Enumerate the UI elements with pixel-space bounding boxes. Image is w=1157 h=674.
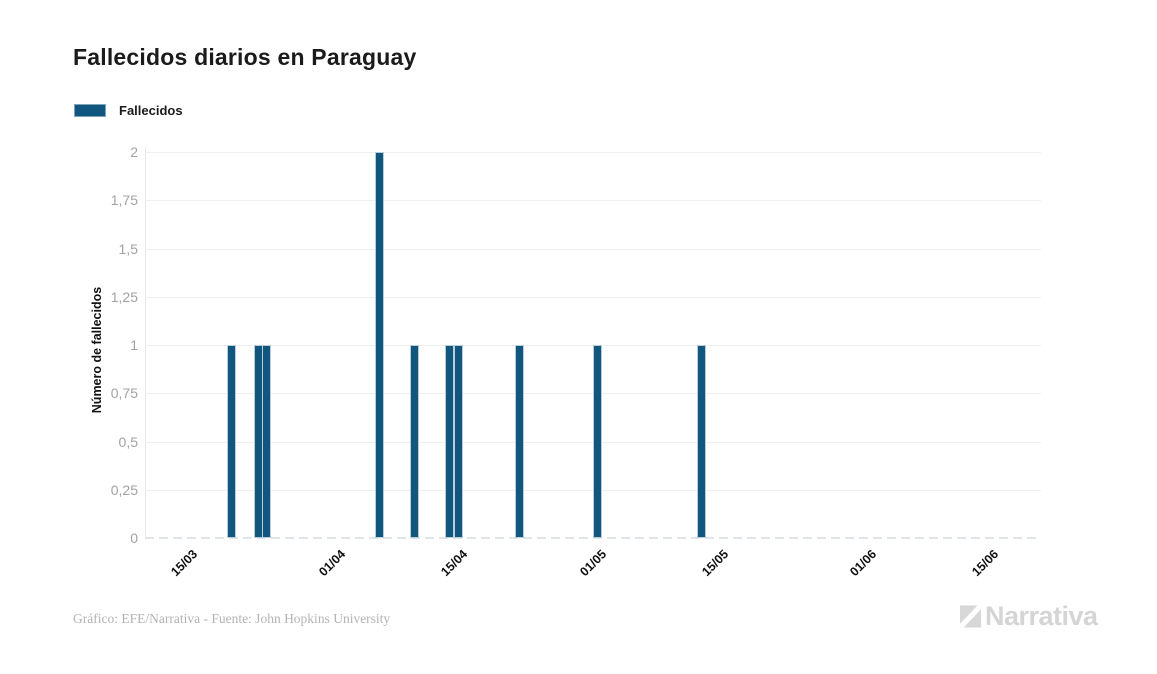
legend-label: Fallecidos bbox=[119, 103, 183, 118]
x-tick-label: 01/06 bbox=[846, 547, 879, 580]
x-tick-label: 01/04 bbox=[316, 547, 349, 580]
bar-fallecidos-15-04[interactable] bbox=[453, 345, 463, 538]
legend-swatch-icon bbox=[74, 104, 106, 117]
y-tick-label: 0,25 bbox=[110, 481, 138, 498]
gridline bbox=[145, 152, 1041, 153]
bar-fallecidos-01-05[interactable] bbox=[592, 345, 602, 538]
x-tick-label: 15/06 bbox=[968, 547, 1001, 580]
y-tick-label: 1,5 bbox=[118, 240, 138, 257]
x-tick-label: 15/03 bbox=[168, 547, 201, 580]
bar-fallecidos-06-04[interactable] bbox=[375, 152, 385, 538]
y-tick-label: 0,75 bbox=[110, 385, 138, 402]
bar-fallecidos-23-03[interactable] bbox=[253, 345, 263, 538]
bar-fallecidos-14-04[interactable] bbox=[444, 345, 454, 538]
y-tick-label: 0,5 bbox=[118, 433, 138, 450]
chart-title: Fallecidos diarios en Paraguay bbox=[73, 44, 417, 70]
gridline bbox=[145, 296, 1041, 298]
y-tick-label: 2 bbox=[130, 144, 138, 160]
narrativa-n-icon bbox=[960, 605, 982, 628]
x-tick-label: 15/05 bbox=[699, 547, 732, 580]
narrativa-logo: Narrativa bbox=[960, 601, 1098, 632]
y-axis-line bbox=[145, 147, 146, 538]
legend-item-fallecidos[interactable]: Fallecidos bbox=[74, 103, 183, 118]
y-tick-label: 0 bbox=[130, 530, 138, 546]
credit-text: Gráfico: EFE/Narrativa - Fuente: John Ho… bbox=[73, 611, 391, 626]
gridline bbox=[145, 200, 1041, 202]
bar-fallecidos-13-05[interactable] bbox=[697, 345, 707, 538]
bar-fallecidos-20-03[interactable] bbox=[227, 345, 237, 538]
x-tick-label: 15/04 bbox=[438, 547, 471, 580]
y-tick-label: 1 bbox=[130, 337, 138, 353]
gridline bbox=[145, 248, 1041, 250]
y-tick-label: 1,75 bbox=[110, 192, 138, 209]
x-tick-label: 01/05 bbox=[577, 547, 610, 580]
bar-fallecidos-10-04[interactable] bbox=[410, 345, 420, 538]
y-axis-title: Número de fallecidos bbox=[90, 286, 104, 414]
bar-fallecidos-22-04[interactable] bbox=[514, 345, 524, 538]
narrativa-logo-text: Narrativa bbox=[985, 601, 1098, 631]
x-axis-zero-line bbox=[145, 537, 1041, 539]
y-tick-label: 1,25 bbox=[110, 288, 138, 305]
bar-fallecidos-24-03[interactable] bbox=[262, 345, 272, 538]
